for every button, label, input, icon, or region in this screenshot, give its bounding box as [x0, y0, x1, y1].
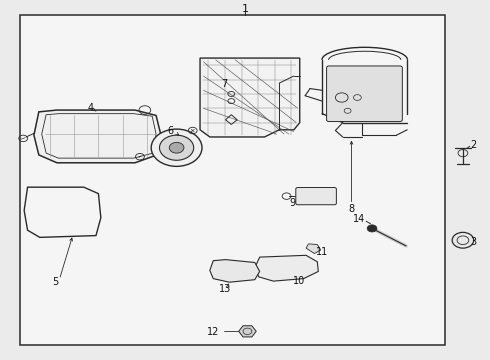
Polygon shape: [210, 260, 260, 282]
Bar: [20, 15, 445, 345]
Circle shape: [151, 129, 202, 166]
Polygon shape: [200, 58, 300, 137]
Text: 1: 1: [242, 4, 248, 14]
Text: 10: 10: [293, 276, 305, 286]
Text: 3: 3: [470, 237, 477, 247]
FancyBboxPatch shape: [327, 66, 402, 122]
Text: 8: 8: [348, 204, 355, 214]
Text: 2: 2: [470, 140, 477, 150]
Text: 6: 6: [168, 126, 174, 135]
Text: 14: 14: [353, 215, 365, 224]
Circle shape: [367, 225, 377, 232]
Text: 13: 13: [220, 284, 232, 294]
Text: 12: 12: [207, 327, 220, 337]
Text: 4: 4: [88, 103, 94, 113]
FancyBboxPatch shape: [296, 188, 336, 205]
Text: 7: 7: [221, 79, 227, 89]
Polygon shape: [255, 255, 318, 281]
Circle shape: [452, 232, 474, 248]
Polygon shape: [34, 110, 161, 163]
Text: 5: 5: [52, 277, 58, 287]
Circle shape: [169, 142, 184, 153]
Text: 9: 9: [289, 198, 295, 208]
Polygon shape: [24, 187, 101, 237]
Polygon shape: [306, 244, 321, 253]
Text: 11: 11: [316, 247, 328, 257]
Circle shape: [159, 135, 194, 160]
